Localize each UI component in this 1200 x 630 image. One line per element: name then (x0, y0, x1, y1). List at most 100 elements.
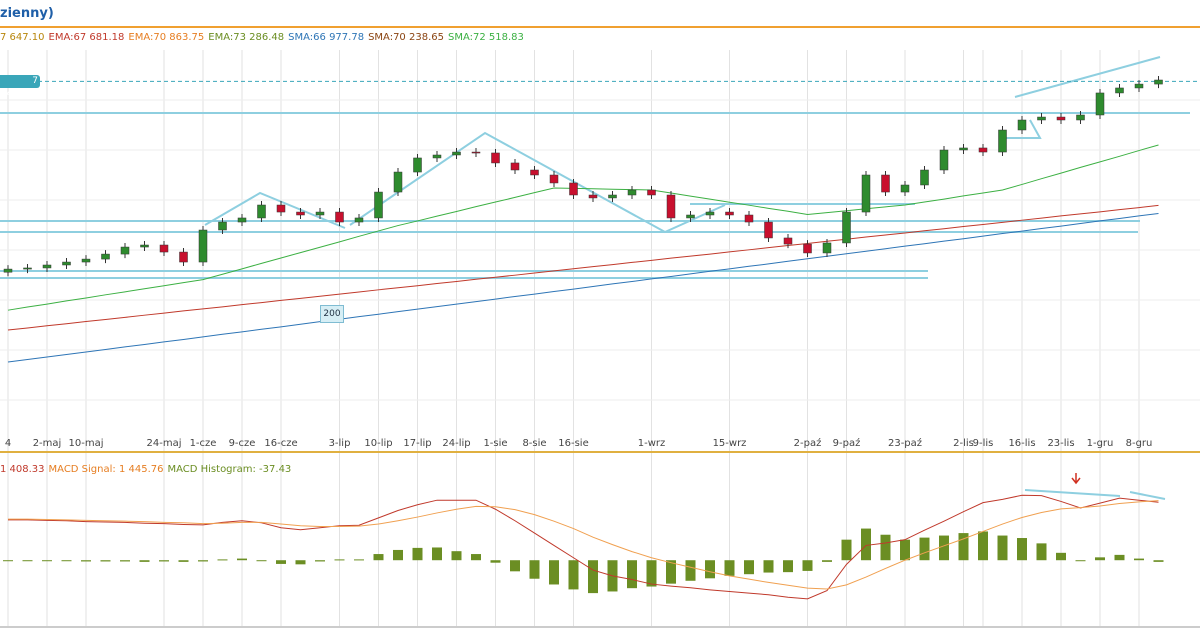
histogram-bar (997, 535, 1008, 561)
histogram-bar (1017, 538, 1027, 561)
trend-line (1024, 489, 1121, 497)
histogram-bar (1095, 557, 1105, 561)
histogram-bar (783, 560, 793, 573)
x-tick-label: 3-lip (329, 438, 351, 449)
histogram-bar (1114, 554, 1125, 561)
line (7, 204, 1159, 331)
histogram-bar (1056, 552, 1066, 561)
histogram-bar (22, 560, 33, 562)
legend-item: SMA:72 518.83 (447, 32, 524, 43)
candle (998, 129, 1007, 153)
x-tick-label: 17-lip (403, 438, 431, 449)
histogram-bar (432, 547, 442, 561)
candle (1056, 116, 1066, 121)
candle (432, 154, 442, 159)
candle (179, 251, 188, 263)
x-tick-label: 16-lis (1008, 438, 1035, 449)
candle (62, 261, 71, 266)
candle (842, 211, 851, 244)
x-tick-label: 10-lip (364, 438, 392, 449)
drawings (0, 26, 1200, 628)
histogram-bar (139, 560, 150, 562)
histogram-bar (256, 560, 267, 562)
x-tick-label: 24-lip (442, 438, 470, 449)
candle (705, 211, 715, 216)
line (7, 144, 1159, 311)
trend-line (349, 131, 726, 234)
legend-item: EMA:70 863.75 (128, 32, 205, 43)
histogram-bar (978, 531, 988, 561)
histogram-bar (1134, 558, 1144, 561)
histogram-bar (61, 560, 72, 562)
candle (783, 237, 793, 245)
x-tick-label: 9-paź (833, 437, 861, 449)
histogram-bar (510, 560, 520, 572)
x-tick-label: 16-sie (558, 438, 588, 449)
histogram-bar (42, 560, 52, 562)
candle (978, 147, 988, 153)
x-tick-label: 1-gru (1087, 438, 1114, 449)
candle (1037, 116, 1046, 121)
candle (861, 174, 871, 213)
histogram-bar (939, 535, 949, 561)
candle (744, 214, 754, 223)
price-label: 7 407.14 (0, 75, 40, 99)
candle (881, 174, 890, 193)
legend-item: 7 647.10 (0, 32, 45, 43)
candle (374, 191, 383, 219)
histogram-bar (237, 558, 247, 561)
trend-line (204, 191, 346, 229)
candle (510, 162, 520, 171)
candle (159, 244, 169, 253)
histogram-bar (315, 560, 325, 562)
candle (569, 182, 578, 196)
candle (549, 174, 559, 184)
legend-item: EMA:67 681.18 (48, 32, 125, 43)
candle (686, 214, 695, 219)
histogram-bar (666, 560, 676, 584)
candle (218, 221, 227, 231)
histogram-bar (393, 549, 403, 561)
histogram-bar (120, 560, 130, 562)
candle (1017, 119, 1027, 131)
x-tick-label: 1-cze (190, 438, 217, 449)
legend: 1 408.33 MACD Signal: 1 445.76 MACD Histog… (0, 464, 291, 475)
candle (198, 229, 208, 263)
chart-title: zienny) (0, 6, 54, 21)
candle (959, 147, 968, 151)
candle (42, 264, 52, 269)
histogram-bar (178, 560, 189, 562)
histogram-bar (217, 559, 228, 561)
candle (237, 217, 247, 223)
candle (939, 149, 949, 171)
histogram-bar (373, 554, 384, 561)
histogram-bar (627, 560, 637, 589)
histogram-bar (529, 560, 540, 579)
trend-line (1000, 119, 1042, 139)
histogram-bar (861, 528, 871, 561)
x-tick-label: 9-cze (229, 438, 256, 449)
candle (296, 211, 305, 216)
marks: 4 2-maj 10-maj 24-maj 1-cze 9-cze 16-cze 3-lip 1… (3, 76, 1200, 600)
candle (3, 268, 13, 273)
candle (471, 151, 481, 154)
histogram-bar (880, 534, 891, 561)
histogram-bar (646, 560, 657, 587)
candle (393, 171, 403, 193)
histogram-bar (490, 560, 501, 563)
grid (0, 50, 1200, 626)
x-tick-label: 9-lis (973, 438, 994, 449)
trend-line (1129, 491, 1166, 500)
candle (101, 253, 110, 260)
histogram-bar (549, 560, 559, 585)
candle (764, 221, 773, 239)
candle (1115, 87, 1124, 94)
candle (140, 244, 149, 248)
candle (81, 258, 91, 263)
candle (335, 211, 344, 223)
histogram-bar (588, 560, 598, 594)
x-tick-label: 16-cze (264, 438, 297, 449)
histogram-bar (841, 539, 852, 561)
histogram-bar (3, 560, 13, 562)
